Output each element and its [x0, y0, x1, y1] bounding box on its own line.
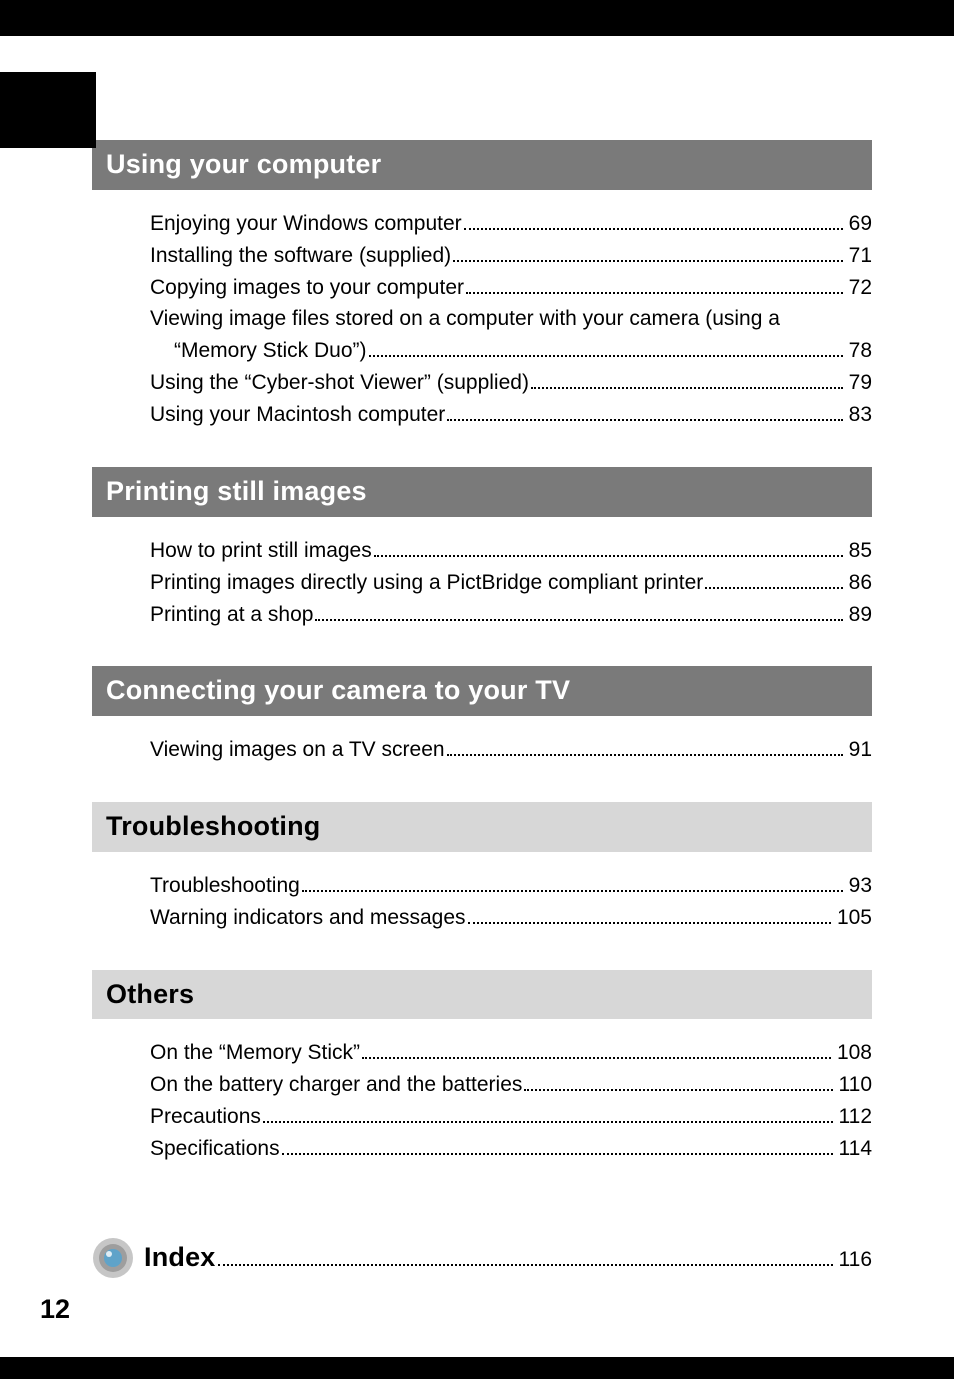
toc-label: Precautions: [150, 1101, 261, 1133]
section-title: Troubleshooting: [106, 811, 320, 841]
section-title: Using your computer: [106, 149, 381, 179]
toc-label: Enjoying your Windows computer: [150, 208, 462, 240]
toc-row: Using the “Cyber-shot Viewer” (supplied)…: [150, 367, 872, 399]
toc-label: How to print still images: [150, 535, 372, 567]
toc-row: Specifications 114: [150, 1133, 872, 1165]
section-title: Others: [106, 979, 194, 1009]
section-header-using-computer: Using your computer: [92, 140, 872, 190]
toc-leader: [282, 1136, 833, 1155]
toc-leader: [263, 1104, 833, 1123]
toc-block-tv: Viewing images on a TV screen 91: [0, 734, 872, 766]
toc-leader: [374, 538, 843, 557]
toc-page: 105: [835, 902, 872, 934]
section-header-others: Others: [92, 970, 872, 1020]
toc-page: 114: [837, 1133, 872, 1165]
toc-row: Printing images directly using a PictBri…: [150, 567, 872, 599]
toc-leader: [447, 402, 842, 421]
toc-row: On the “Memory Stick” 108: [150, 1037, 872, 1069]
toc-row: Troubleshooting 93: [150, 870, 872, 902]
toc-page: 93: [847, 870, 872, 902]
toc-label: On the “Memory Stick”: [150, 1037, 360, 1069]
toc-label: Installing the software (supplied): [150, 240, 451, 272]
toc-block-using-computer: Enjoying your Windows computer 69 Instal…: [0, 208, 872, 431]
toc-leader: [362, 1040, 831, 1059]
toc-leader: [369, 338, 843, 357]
toc-row: Precautions 112: [150, 1101, 872, 1133]
toc-page: 110: [837, 1069, 872, 1101]
toc-page: 116: [837, 1248, 872, 1272]
toc-page: 85: [847, 535, 872, 567]
section-header-printing: Printing still images: [92, 467, 872, 517]
toc-leader: [302, 873, 843, 892]
toc-row-wrapped: Viewing image files stored on a computer…: [150, 303, 872, 367]
toc-label: Specifications: [150, 1133, 280, 1165]
toc-label: Troubleshooting: [150, 870, 300, 902]
toc-row: Printing at a shop 89: [150, 599, 872, 631]
index-line: Index 116: [144, 1242, 872, 1273]
index-row: Index 116: [92, 1237, 872, 1279]
toc-page: 91: [847, 734, 872, 766]
toc-row: Copying images to your computer 72: [150, 272, 872, 304]
toc-page: 112: [837, 1101, 872, 1133]
toc-page: 79: [847, 367, 872, 399]
page-content: Using your computer Enjoying your Window…: [0, 36, 954, 1357]
toc-page: 89: [847, 599, 872, 631]
lens-icon: [92, 1237, 134, 1279]
toc-row: How to print still images 85: [150, 535, 872, 567]
index-title: Index: [144, 1242, 216, 1273]
toc-label-line2: “Memory Stick Duo”): [174, 335, 367, 367]
toc-page: 72: [847, 272, 872, 304]
toc-page: 78: [847, 335, 872, 367]
toc-label: Printing at a shop: [150, 599, 313, 631]
toc-label: Copying images to your computer: [150, 272, 464, 304]
toc-label: Viewing images on a TV screen: [150, 734, 445, 766]
toc-block-printing: How to print still images 85 Printing im…: [0, 535, 872, 631]
section-title: Printing still images: [106, 476, 367, 506]
toc-row: Viewing images on a TV screen 91: [150, 734, 872, 766]
toc-leader: [447, 737, 843, 756]
toc-block-troubleshooting: Troubleshooting 93 Warning indicators an…: [0, 870, 872, 934]
toc-page: 69: [847, 208, 872, 240]
toc-leader: [315, 602, 842, 621]
toc-leader: [468, 905, 831, 924]
toc-leader: [464, 211, 843, 230]
top-bar: [0, 0, 954, 36]
toc-leader: [218, 1247, 833, 1266]
toc-block-others: On the “Memory Stick” 108 On the battery…: [0, 1037, 872, 1165]
side-tab: [0, 72, 96, 148]
toc-label: On the battery charger and the batteries: [150, 1069, 522, 1101]
toc-row: Warning indicators and messages 105: [150, 902, 872, 934]
bottom-bar: [0, 1357, 954, 1379]
section-title: Connecting your camera to your TV: [106, 675, 570, 705]
toc-leader: [453, 243, 842, 262]
toc-row: On the battery charger and the batteries…: [150, 1069, 872, 1101]
toc-leader: [466, 275, 843, 294]
page-number: 12: [40, 1294, 70, 1325]
toc-row: Enjoying your Windows computer 69: [150, 208, 872, 240]
section-header-tv: Connecting your camera to your TV: [92, 666, 872, 716]
toc-row: Using your Macintosh computer 83: [150, 399, 872, 431]
toc-label: Using the “Cyber-shot Viewer” (supplied): [150, 367, 529, 399]
toc-label-line1: Viewing image files stored on a computer…: [150, 303, 872, 335]
toc-leader: [531, 370, 843, 389]
toc-row: Installing the software (supplied) 71: [150, 240, 872, 272]
toc-page: 108: [835, 1037, 872, 1069]
toc-page: 83: [847, 399, 872, 431]
toc-label: Warning indicators and messages: [150, 902, 466, 934]
toc-leader: [524, 1072, 832, 1091]
toc-page: 71: [847, 240, 872, 272]
section-header-troubleshooting: Troubleshooting: [92, 802, 872, 852]
toc-label: Printing images directly using a PictBri…: [150, 567, 703, 599]
toc-page: 86: [847, 567, 872, 599]
toc-label: Using your Macintosh computer: [150, 399, 445, 431]
toc-leader: [705, 570, 842, 589]
